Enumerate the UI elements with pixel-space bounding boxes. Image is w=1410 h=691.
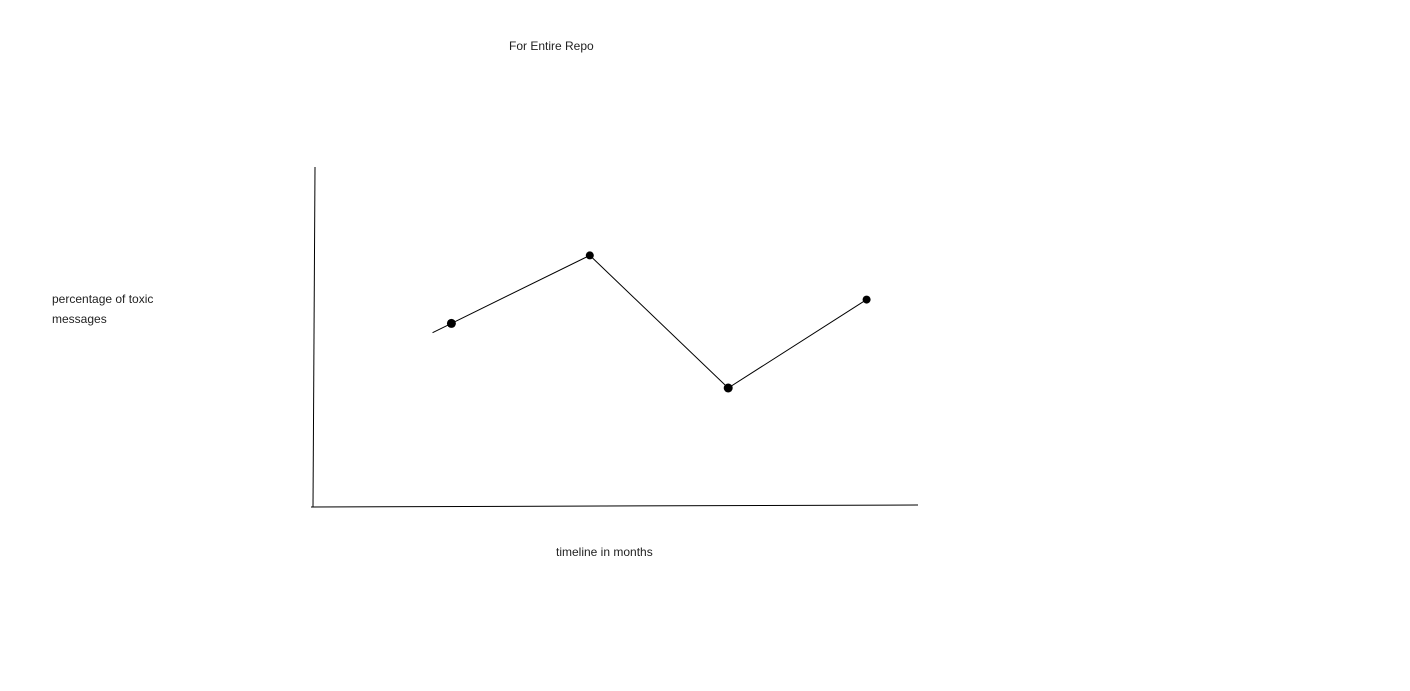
data-point <box>862 295 871 304</box>
chart-title: For Entire Repo <box>509 39 594 53</box>
data-point <box>446 318 456 328</box>
data-point <box>723 383 733 393</box>
series-line <box>432 254 867 389</box>
series-layer <box>432 251 871 393</box>
data-point <box>585 251 594 260</box>
y-axis <box>312 166 316 508</box>
x-axis-label: timeline in months <box>556 545 653 559</box>
x-axis <box>310 504 919 508</box>
y-axis-label: percentage of toxic messages <box>52 292 154 326</box>
